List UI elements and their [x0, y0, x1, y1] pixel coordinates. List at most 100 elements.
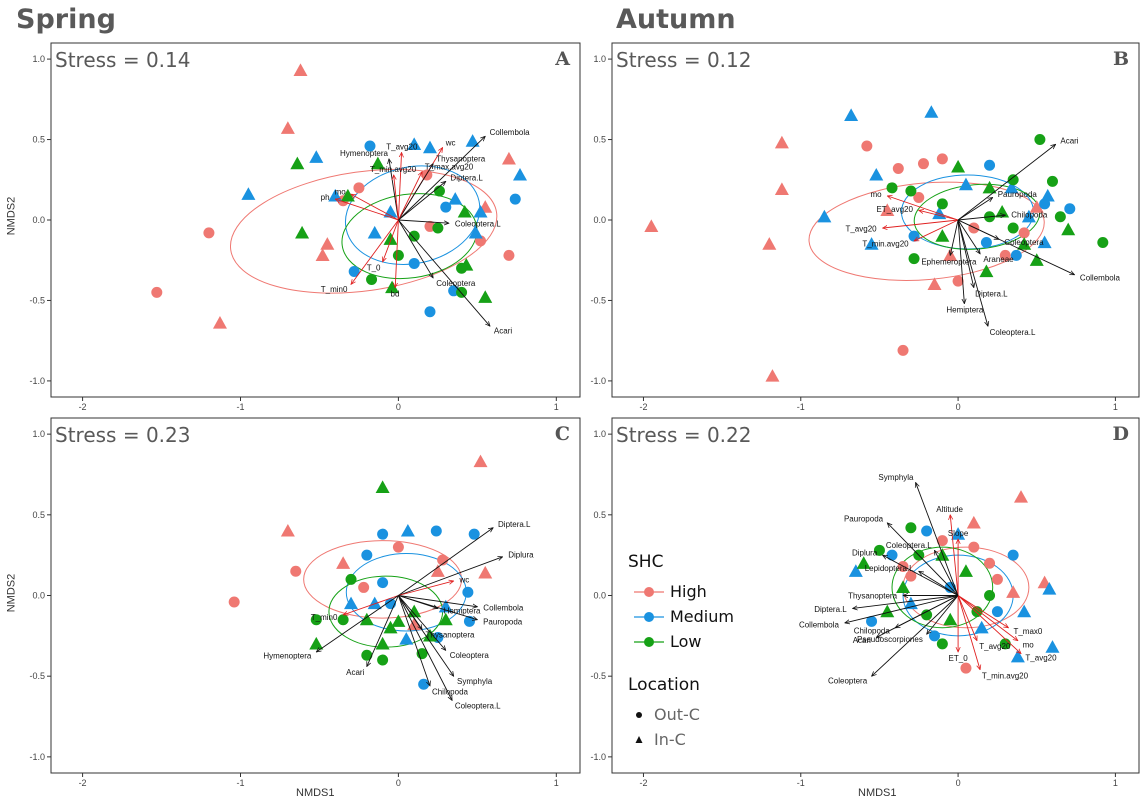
legend-item-out-c: Out-C	[628, 703, 768, 728]
point-low-in-c	[290, 156, 305, 170]
point-high-in-c	[765, 369, 780, 382]
vector-arrow	[957, 595, 977, 641]
point-low-out-c	[1046, 175, 1058, 187]
y-tick-label: 1.0	[32, 429, 45, 439]
point-medium-out-c	[430, 525, 442, 537]
vector-label: Thysanoptera	[848, 592, 897, 601]
point-low-out-c	[886, 182, 898, 194]
vector-arrow	[957, 595, 1008, 628]
point-low-out-c	[1054, 211, 1066, 223]
vector-label: Collembola	[799, 620, 840, 629]
vector-arrow	[351, 219, 399, 284]
y-tick-label: -0.5	[29, 295, 45, 305]
panel-frame	[611, 42, 1140, 398]
y-tick-label: -1.0	[590, 376, 606, 386]
point-high-out-c	[984, 557, 996, 569]
vector-label: T_avg20	[979, 642, 1011, 651]
point-medium-in-c	[864, 237, 879, 250]
point-medium-in-c	[924, 105, 939, 118]
vector-label: Hemiptera	[444, 606, 481, 615]
x-tick-label: 1	[554, 402, 559, 412]
vector-label: Coleoptera	[450, 651, 490, 660]
ellipse-low	[891, 546, 994, 629]
point-medium-in-c	[848, 564, 863, 577]
point-medium-in-c	[951, 527, 966, 540]
x-tick-label: 1	[1113, 778, 1118, 788]
vector-label: Araneae	[983, 255, 1014, 264]
point-medium-out-c	[1064, 203, 1076, 215]
point-medium-in-c	[958, 177, 973, 191]
point-medium-in-c	[869, 167, 884, 181]
vector-label: T_min0	[321, 285, 348, 294]
vector-label: Hymenoptera	[340, 149, 389, 158]
vector-label: T_min.avg20	[862, 239, 909, 248]
point-high-out-c	[905, 570, 917, 582]
point-low-in-c	[359, 612, 374, 626]
vector-arrow	[950, 515, 959, 596]
y-tick-label: 0.5	[593, 135, 606, 145]
ellipse-high	[303, 540, 463, 619]
point-medium-in-c	[422, 140, 437, 154]
vector-arrow	[957, 595, 1018, 641]
point-high-out-c	[917, 158, 929, 170]
point-low-in-c	[935, 229, 950, 242]
autumn-title: Autumn	[616, 4, 736, 35]
point-low-out-c	[1007, 222, 1019, 234]
vector-label: Pauropoda	[483, 617, 523, 626]
point-medium-out-c	[348, 265, 360, 277]
point-low-out-c	[921, 609, 933, 621]
point-high-in-c	[774, 135, 789, 149]
point-medium-out-c	[921, 525, 933, 537]
y-tick-label: 1.0	[32, 54, 45, 64]
vector-label: Altitude	[936, 505, 963, 514]
point-high-in-c	[966, 515, 981, 529]
vector-label: ET_0	[949, 654, 969, 663]
point-high-out-c	[968, 222, 980, 234]
vector-arrow	[398, 181, 445, 221]
vector-arrow	[398, 595, 477, 620]
stress-label: Stress = 0.12	[616, 48, 751, 72]
vector-label: Collembola	[1080, 273, 1121, 282]
point-low-in-c	[1029, 253, 1044, 266]
y-tick-label: -1.0	[29, 752, 45, 762]
vector-label: ph	[321, 193, 330, 202]
panel-D: -2 -1 0 1 1.0 0.5 0.0 -0.5 -1.0 Stress = 0.22 D Sym…	[590, 417, 1140, 788]
point-medium-in-c	[383, 204, 398, 218]
vector-label: Coleoptera.L	[886, 541, 932, 550]
point-high-in-c	[336, 556, 351, 569]
vector-label: T_min.avg20	[982, 671, 1029, 680]
point-medium-in-c	[817, 209, 832, 223]
point-high-out-c	[892, 163, 904, 175]
point-medium-in-c	[1010, 649, 1025, 663]
point-medium-in-c	[1021, 209, 1036, 223]
point-medium-in-c	[844, 108, 859, 122]
point-high-out-c	[151, 286, 163, 298]
point-medium-out-c	[928, 630, 940, 642]
vector-label: Collembola	[490, 128, 531, 137]
vector-label: Chilopoda	[1011, 211, 1048, 220]
point-low-in-c	[856, 556, 871, 569]
vector-arrow	[957, 595, 980, 670]
point-high-out-c	[203, 227, 215, 239]
vector-arrow	[398, 581, 453, 596]
x-axis-title-left: NMDS1	[296, 787, 335, 799]
point-medium-in-c	[367, 225, 382, 239]
x-tick-label: 0	[956, 778, 961, 788]
vector-label: Hymenoptera	[263, 651, 312, 660]
y-tick-label: 0.5	[32, 510, 45, 520]
point-high-in-c	[293, 63, 308, 76]
point-high-in-c	[478, 565, 493, 579]
point-medium-in-c	[309, 150, 324, 163]
point-medium-in-c	[344, 596, 359, 610]
vector-label: Diptera.L	[498, 520, 531, 529]
x-tick-label: 0	[396, 778, 401, 788]
stress-label: Stress = 0.22	[616, 423, 751, 447]
point-low-in-c	[422, 628, 437, 642]
y-tick-label: 0.0	[32, 215, 45, 225]
vector-label: Diptera.L	[450, 174, 483, 183]
x-tick-label: 0	[396, 402, 401, 412]
vector-label: T_min0	[311, 613, 338, 622]
point-high-out-c	[913, 191, 925, 203]
vector-label: mo	[870, 190, 882, 199]
point-low-in-c	[309, 636, 324, 650]
